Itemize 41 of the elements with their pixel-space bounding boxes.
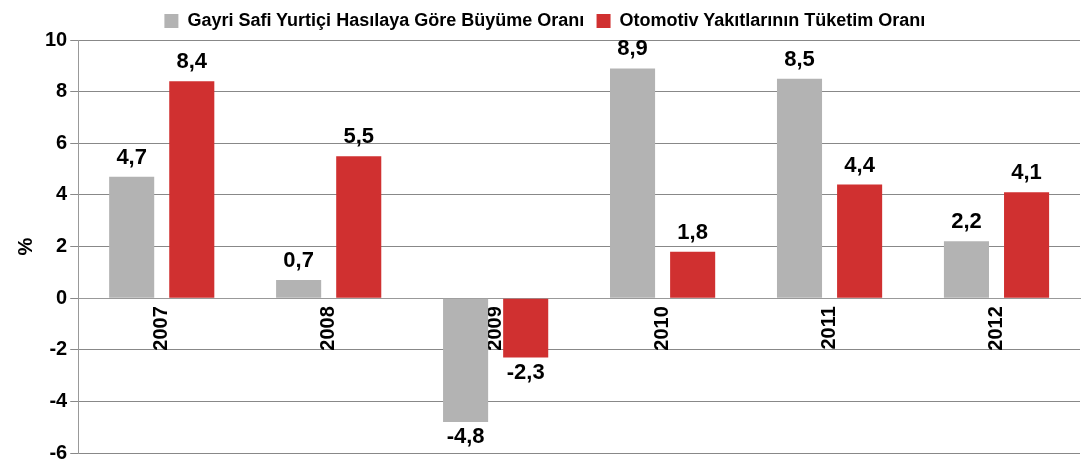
y-tick-label: -2 [49, 337, 68, 360]
y-tick-label: 10 [45, 27, 68, 50]
bar [610, 68, 656, 298]
data-label: 8,4 [176, 48, 208, 74]
x-tick-label: 2008 [316, 306, 339, 351]
x-tick-label: 2012 [984, 306, 1007, 351]
x-tick-label: 2010 [650, 306, 673, 351]
legend-label: Gayri Safi Yurtiçi Hasılaya Göre Büyüme Oranı [187, 9, 585, 30]
data-label: 1,8 [677, 218, 708, 244]
data-label: 4,4 [844, 151, 876, 177]
y-tick-label: 0 [56, 285, 68, 308]
bar [169, 81, 215, 298]
data-label: 4,1 [1011, 159, 1042, 185]
bar [837, 184, 883, 298]
y-tick-label: 2 [56, 234, 68, 257]
bar [109, 176, 155, 298]
y-tick-label: 6 [56, 130, 68, 153]
x-tick-label: 2011 [817, 306, 840, 350]
data-label: 4,7 [116, 143, 147, 169]
bar [1004, 192, 1050, 298]
bar [336, 156, 382, 298]
bar [503, 298, 549, 358]
bar [276, 280, 322, 298]
data-label: 0,7 [283, 247, 314, 273]
bar [943, 241, 990, 298]
y-tick-label: 8 [56, 79, 68, 102]
data-label: 2,2 [951, 208, 982, 234]
bar [670, 251, 716, 298]
data-label: 5,5 [343, 123, 375, 149]
data-label: 8,5 [784, 45, 815, 71]
bar [443, 298, 489, 423]
bar [776, 78, 823, 298]
y-tick-label: -6 [49, 440, 68, 463]
data-label: -2,3 [506, 358, 545, 384]
data-label: -4,8 [446, 423, 485, 449]
data-label: 8,9 [617, 35, 648, 61]
y-tick-label: -4 [49, 388, 69, 411]
legend-label: Otomotiv Yakıtlarının Tüketim Oranı [619, 9, 926, 30]
y-tick-label: 4 [56, 182, 69, 205]
y-axis-title: % [13, 237, 36, 256]
x-tick-label: 2007 [149, 306, 172, 351]
